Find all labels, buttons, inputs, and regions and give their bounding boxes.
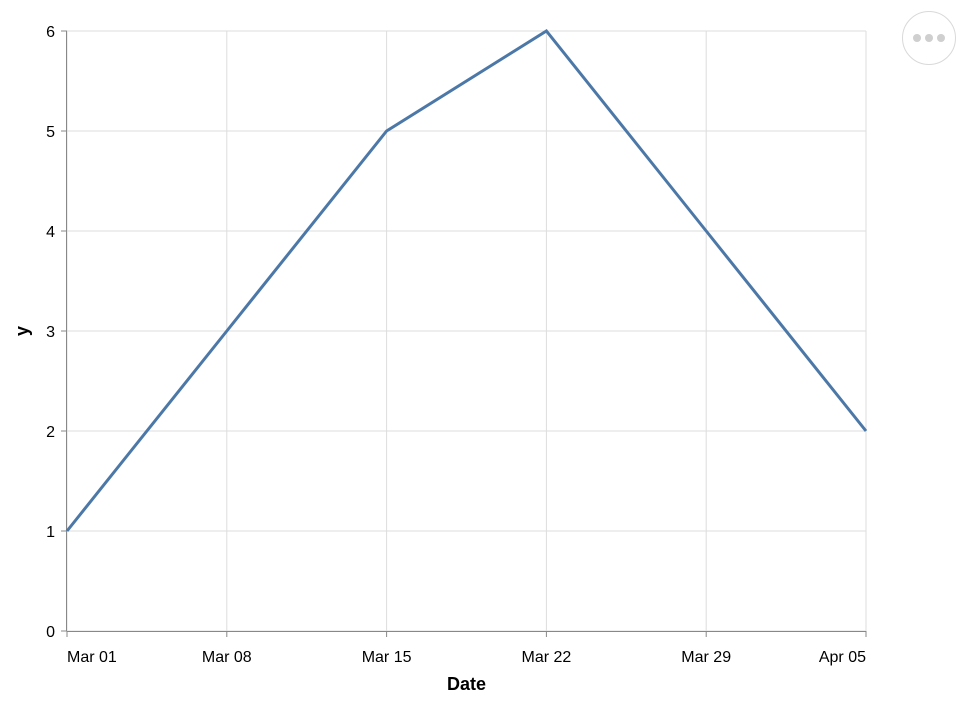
- x-tick-label: Mar 22: [522, 649, 572, 666]
- more-horizontal-icon-dot: [937, 34, 945, 42]
- x-tick-label: Mar 15: [362, 649, 412, 666]
- y-tick-label: 0: [46, 624, 55, 641]
- y-tick-label: 6: [46, 24, 55, 41]
- chart-actions-button[interactable]: [902, 11, 956, 65]
- x-axis-ticks: Mar 01 Mar 08 Mar 15 Mar 22 Mar 29 Apr 05: [66, 631, 867, 666]
- more-horizontal-icon-dot: [913, 34, 921, 42]
- series-layer: [65, 29, 868, 532]
- y-tick-label: 1: [46, 524, 55, 541]
- grid: [66, 30, 867, 632]
- x-tick-label: Mar 29: [681, 649, 731, 666]
- y-axis-ticks: 0 1 2 3 4 5 6: [46, 24, 67, 641]
- y-tick-label: 2: [46, 424, 55, 441]
- x-tick-label: Apr 05: [819, 649, 866, 666]
- series-line: [65, 29, 868, 532]
- y-tick-label: 5: [46, 124, 55, 141]
- y-tick-label: 3: [46, 324, 55, 341]
- more-horizontal-icon-dot: [925, 34, 933, 42]
- x-axis-title: Date: [447, 674, 486, 694]
- x-tick-label: Mar 08: [202, 649, 252, 666]
- y-tick-label: 4: [46, 224, 55, 241]
- x-tick-label: Mar 01: [67, 649, 117, 666]
- y-axis-title: y: [12, 326, 32, 336]
